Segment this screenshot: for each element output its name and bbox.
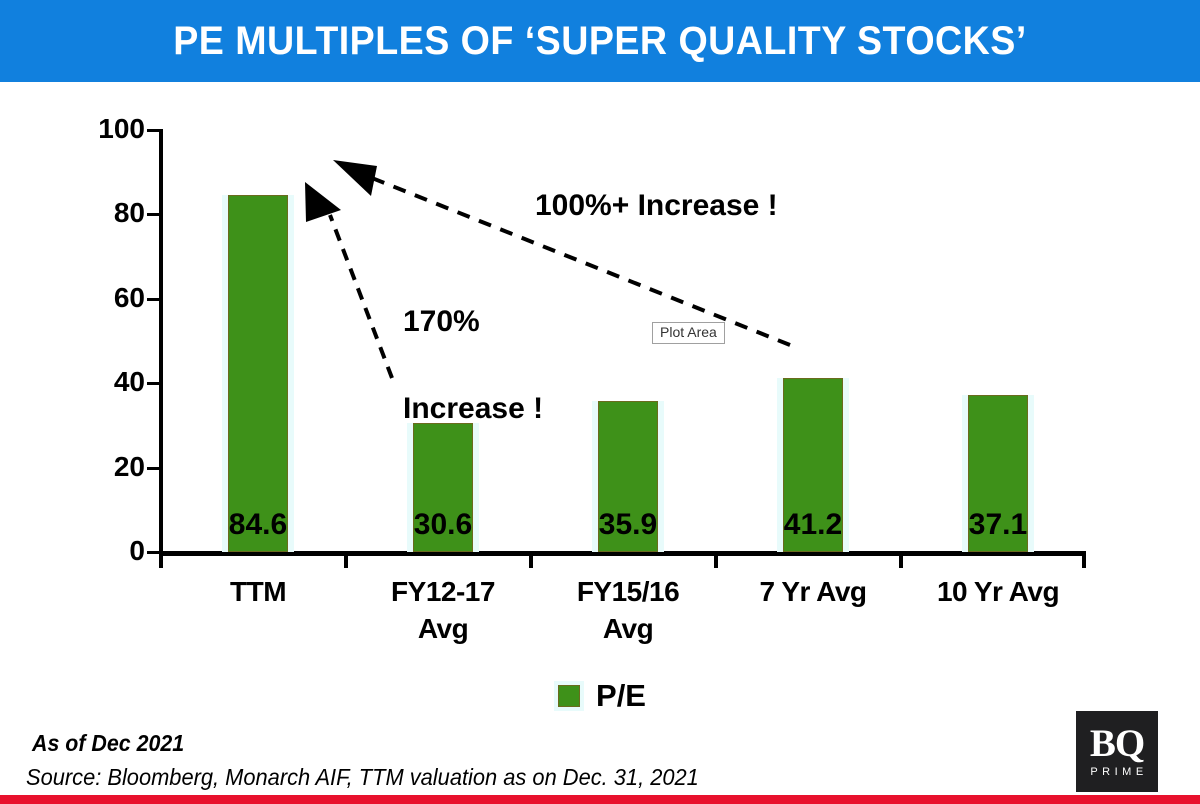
x-axis-tick-1 (344, 554, 348, 568)
x-axis-label-fy12-17-line1: FY12-17 (391, 576, 495, 607)
page-title: PE MULTIPLES OF ‘SUPER QUALITY STOCKS’ (173, 18, 1027, 63)
x-axis-label-10yr-avg: 10 Yr Avg (898, 574, 1098, 611)
plot-area-tooltip: Plot Area (652, 322, 725, 345)
y-tick-label-40: 40 (113, 366, 145, 397)
bar-10yr-avg[interactable] (968, 395, 1028, 552)
x-axis-label-fy12-17: FY12-17 Avg (343, 574, 543, 648)
bq-prime-logo: BQ PRIME (1076, 711, 1158, 792)
legend-label-pe: P/E (596, 678, 646, 713)
footer: As of Dec 2021 Source: Bloomberg, Monarc… (0, 722, 1200, 804)
y-axis-tick-20 (147, 467, 160, 470)
chart-legend[interactable]: P/E (0, 678, 1200, 714)
annotation-170-line1: 170% (403, 304, 480, 338)
y-tick-label-60: 60 (113, 282, 145, 313)
x-axis-label-7yr-avg-line1: 7 Yr Avg (759, 576, 867, 607)
footer-source: Source: Bloomberg, Monarch AIF, TTM valu… (26, 764, 699, 790)
x-axis-label-fy15-16-line1: FY15/16 (576, 576, 680, 607)
bar-value-7yr-avg: 41.2 (783, 508, 843, 541)
logo-wordmark-prime: PRIME (1090, 766, 1148, 779)
y-axis-tick-80 (147, 213, 160, 216)
bar-fy12-17[interactable] (413, 423, 473, 552)
y-axis-tick-60 (147, 298, 160, 301)
x-axis-label-ttm-line1: TTM (229, 576, 287, 607)
y-axis-tick-0 (147, 551, 160, 554)
bar-value-10yr-avg: 37.1 (968, 508, 1028, 541)
x-axis-tick-2 (529, 554, 533, 568)
bar-value-ttm: 84.6 (228, 508, 288, 541)
x-axis-tick-3 (714, 554, 718, 568)
bar-value-fy12-17: 30.6 (413, 508, 473, 541)
legend-swatch-glow (554, 681, 585, 711)
x-axis-tick-5 (1082, 554, 1086, 568)
x-axis-label-fy15-16-line2: Avg (602, 612, 654, 644)
x-axis-line (159, 551, 1086, 556)
bar-chart: 100 80 60 40 20 0 84.6 30.6 (0, 82, 1200, 722)
annotation-100-increase: 100%+ Increase ! (535, 189, 778, 222)
y-axis-tick-labels: 100 80 60 40 20 0 (55, 82, 145, 722)
x-axis-label-fy12-17-line2: Avg (417, 612, 469, 644)
y-tick-label-80: 80 (113, 197, 145, 228)
logo-mark-bq: BQ (1089, 721, 1145, 765)
annotation-170-increase: 170% Increase ! (403, 256, 623, 474)
header-banner: PE MULTIPLES OF ‘SUPER QUALITY STOCKS’ (0, 0, 1200, 82)
annotation-170-line2: Increase ! (403, 391, 544, 425)
x-axis-label-10yr-avg-line1: 10 Yr Avg (936, 576, 1060, 607)
y-axis-tick-40 (147, 382, 160, 385)
y-axis-tick-100 (147, 129, 160, 132)
arrow-170-increase (305, 182, 394, 379)
bar-value-fy15-16: 35.9 (598, 508, 658, 541)
x-axis-label-ttm: TTM (158, 574, 358, 611)
x-axis-label-7yr-avg: 7 Yr Avg (713, 574, 913, 611)
bar-7yr-avg[interactable] (783, 378, 843, 552)
x-axis-tick-0 (159, 554, 163, 568)
x-axis-tick-4 (899, 554, 903, 568)
bar-fy15-16[interactable] (598, 401, 658, 552)
x-axis-label-fy15-16: FY15/16 Avg (528, 574, 728, 648)
y-tick-label-100: 100 (98, 113, 145, 144)
y-tick-label-0: 0 (129, 535, 145, 566)
bar-ttm[interactable] (228, 195, 288, 552)
y-axis-line (159, 129, 163, 553)
footer-as-of: As of Dec 2021 (32, 730, 185, 756)
y-tick-label-20: 20 (113, 451, 145, 482)
legend-swatch-pe (558, 685, 581, 707)
footer-accent-bar (0, 795, 1200, 804)
